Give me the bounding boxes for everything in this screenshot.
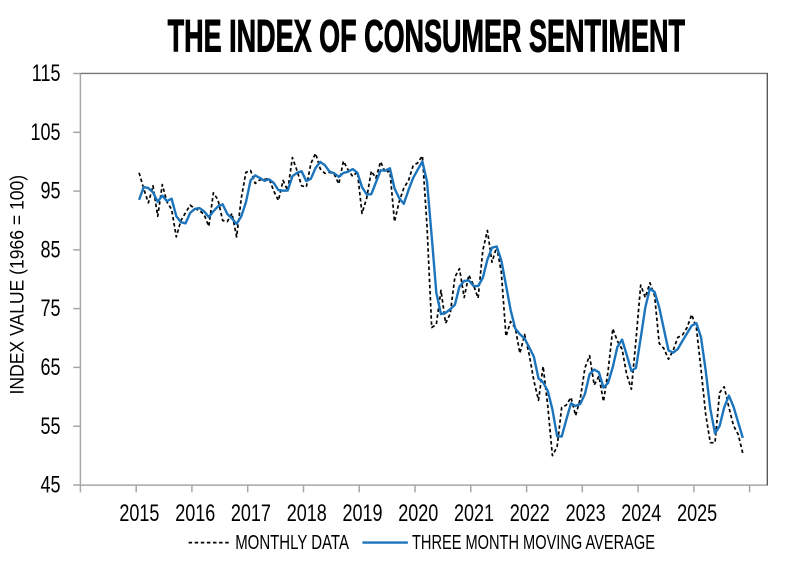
svg-text:THE INDEX OF CONSUMER SENTIMEN: THE INDEX OF CONSUMER SENTIMENT — [168, 10, 686, 61]
svg-text:2020: 2020 — [398, 501, 438, 527]
svg-text:2023: 2023 — [566, 501, 606, 527]
svg-text:65: 65 — [40, 355, 60, 381]
svg-text:55: 55 — [40, 413, 60, 439]
svg-text:2016: 2016 — [175, 501, 215, 527]
svg-text:2024: 2024 — [621, 501, 661, 527]
svg-text:2018: 2018 — [287, 501, 327, 527]
svg-text:95: 95 — [40, 178, 60, 204]
svg-text:INDEX VALUE (1966 = 100): INDEX VALUE (1966 = 100) — [6, 175, 28, 395]
svg-text:2017: 2017 — [231, 501, 271, 527]
svg-text:2021: 2021 — [454, 501, 494, 527]
svg-text:105: 105 — [30, 120, 60, 146]
svg-text:THREE MONTH MOVING AVERAGE: THREE MONTH MOVING AVERAGE — [412, 531, 655, 554]
svg-text:2019: 2019 — [342, 501, 382, 527]
svg-text:115: 115 — [32, 61, 61, 87]
svg-text:75: 75 — [40, 296, 60, 322]
svg-text:2025: 2025 — [677, 501, 717, 527]
svg-text:45: 45 — [40, 472, 60, 498]
svg-text:85: 85 — [40, 237, 60, 263]
svg-text:2022: 2022 — [510, 501, 550, 527]
svg-text:MONTHLY DATA: MONTHLY DATA — [235, 531, 349, 554]
svg-text:2015: 2015 — [119, 501, 159, 527]
